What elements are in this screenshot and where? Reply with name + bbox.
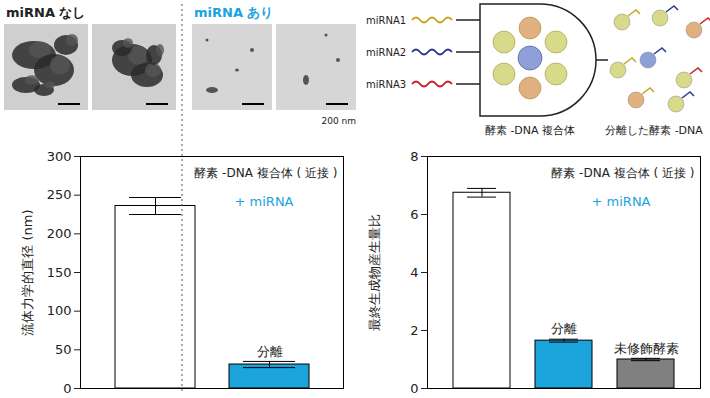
svg-text:miRNA なし: miRNA なし [6, 5, 85, 20]
svg-text:+ miRNA: + miRNA [235, 194, 294, 209]
svg-text:200: 200 [47, 226, 72, 241]
svg-text:未修飾酵素: 未修飾酵素 [614, 341, 679, 356]
svg-text:酵素 -DNA 複合体 ( 近接 ): 酵素 -DNA 複合体 ( 近接 ) [551, 166, 694, 180]
svg-text:分離: 分離 [551, 321, 577, 336]
svg-text:+ miRNA: + miRNA [592, 194, 651, 209]
svg-text:4: 4 [410, 265, 418, 280]
svg-text:酵素 -DNA 複合体 ( 近接 ): 酵素 -DNA 複合体 ( 近接 ) [194, 166, 337, 180]
svg-text:0: 0 [63, 381, 71, 396]
svg-text:流体力学的直径 (nm): 流体力学的直径 (nm) [20, 209, 35, 335]
svg-text:8: 8 [410, 149, 418, 164]
svg-text:6: 6 [410, 207, 418, 222]
svg-text:300: 300 [47, 149, 72, 164]
svg-text:miRNA あり: miRNA あり [194, 5, 273, 20]
svg-text:最終生成物産生量比: 最終生成物産生量比 [367, 214, 382, 331]
svg-text:100: 100 [47, 303, 72, 318]
svg-text:酵素 -DNA 複合体: 酵素 -DNA 複合体 [485, 124, 575, 137]
svg-text:分離した酵素 -DNA: 分離した酵素 -DNA [605, 124, 703, 137]
svg-text:分離: 分離 [257, 344, 283, 359]
svg-text:2: 2 [410, 323, 418, 338]
svg-text:0: 0 [410, 381, 418, 396]
svg-text:miRNA1: miRNA1 [366, 15, 406, 26]
svg-text:200 nm: 200 nm [321, 116, 356, 126]
svg-text:miRNA2: miRNA2 [366, 47, 406, 58]
svg-text:50: 50 [55, 342, 72, 357]
svg-text:miRNA3: miRNA3 [366, 79, 406, 90]
svg-text:150: 150 [47, 265, 72, 280]
svg-text:250: 250 [47, 187, 72, 202]
